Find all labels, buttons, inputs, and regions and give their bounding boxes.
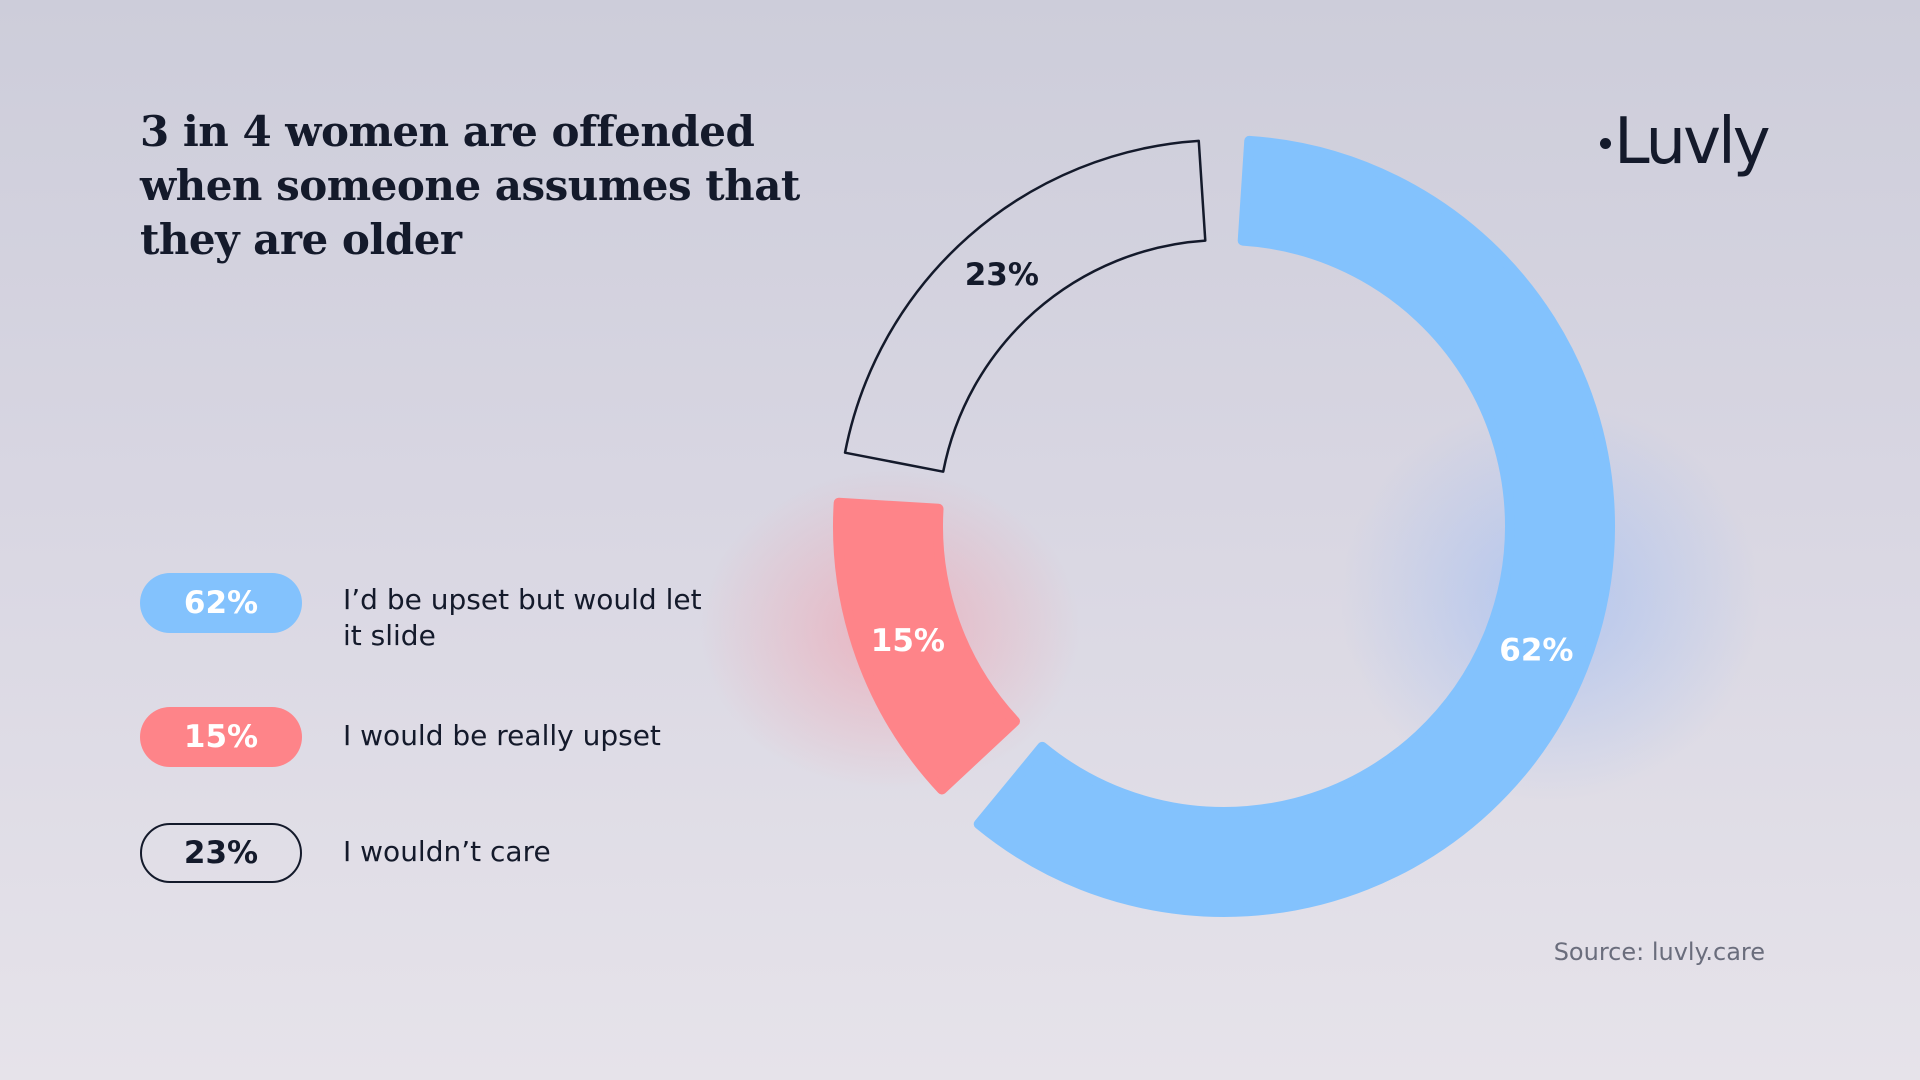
legend-pill: 62% <box>140 573 302 633</box>
page-title: 3 in 4 women are offended when someone a… <box>140 107 800 264</box>
slice-label: 15% <box>871 623 945 659</box>
legend-label: I would be really upset <box>343 719 661 752</box>
slice-really-upset <box>833 497 1020 795</box>
legend-label: I wouldn’t care <box>343 835 551 868</box>
logo-wordmark: Luvly <box>1614 105 1771 179</box>
legend-item-upset-let-slide: 62% I’d be upset but would let it slide <box>140 573 702 652</box>
logo-dot <box>1600 138 1611 149</box>
slice-upset-let-slide <box>973 135 1615 917</box>
legend-label: I’d be upset but would let it slide <box>343 583 702 652</box>
slice-label: 62% <box>1499 633 1573 669</box>
slice-label: 23% <box>965 257 1039 293</box>
legend-item-wouldnt-care: 23% I wouldn’t care <box>140 823 700 885</box>
legend-pill: 23% <box>140 823 302 883</box>
slice-wouldnt-care <box>843 139 1207 473</box>
source-note: Source: luvly.care <box>1553 938 1765 966</box>
legend-pill: 15% <box>140 707 302 767</box>
luvly-logo: Luvly <box>1588 100 1771 190</box>
legend-item-really-upset: 15% I would be really upset <box>140 707 700 769</box>
